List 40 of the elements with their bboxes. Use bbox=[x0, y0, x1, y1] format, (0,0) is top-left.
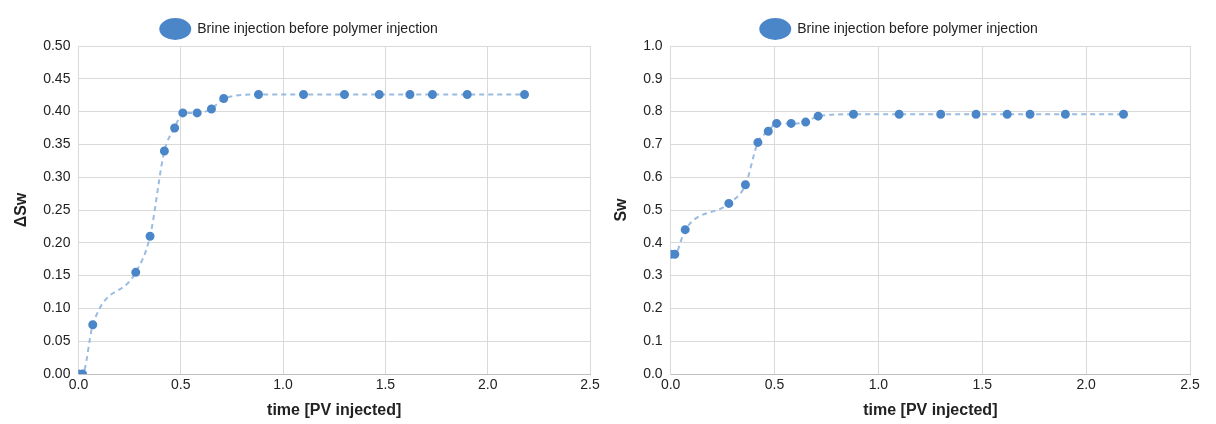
y-tick-label: 1.0 bbox=[643, 36, 663, 53]
y-tick-label: 0.00 bbox=[43, 364, 71, 381]
legend-label: Brine injection before polymer injection bbox=[797, 19, 1038, 36]
x-tick-label: 2.5 bbox=[580, 376, 600, 393]
x-tick-label: 0.0 bbox=[660, 376, 681, 393]
y-tick-label: 0.45 bbox=[43, 69, 71, 86]
y-tick-label: 0.7 bbox=[643, 135, 663, 152]
legend-label: Brine injection before polymer injection bbox=[197, 19, 438, 36]
y-tick-label: 0.4 bbox=[643, 233, 663, 250]
x-tick-label: 2.5 bbox=[1180, 376, 1200, 393]
x-tick-label: 1.5 bbox=[972, 376, 993, 393]
y-tick-label: 0.10 bbox=[43, 299, 71, 316]
y-tick-label: 0.50 bbox=[43, 36, 71, 53]
x-tick-label: 2.0 bbox=[477, 376, 498, 393]
y-tick-label: 0.35 bbox=[43, 135, 71, 152]
x-tick-label: 0.5 bbox=[764, 376, 785, 393]
y-tick-label: 0.6 bbox=[643, 168, 663, 185]
x-tick-label: 0.5 bbox=[171, 376, 191, 393]
y-tick-label: 0.15 bbox=[43, 266, 71, 283]
y-tick-label: 0.8 bbox=[643, 102, 663, 119]
x-axis-title: time [PV injected] bbox=[863, 400, 998, 418]
y-tick-label: 0.20 bbox=[43, 233, 71, 250]
y-axis-title: Sw bbox=[612, 197, 630, 222]
y-tick-label: 0.30 bbox=[43, 168, 71, 185]
x-tick-label: 0.0 bbox=[68, 376, 89, 393]
y-tick-label: 0.25 bbox=[43, 200, 71, 217]
y-tick-label: 0.9 bbox=[643, 69, 663, 86]
y-tick-label: 0.3 bbox=[643, 266, 663, 283]
y-tick-label: 0.05 bbox=[43, 332, 71, 349]
x-tick-label: 1.5 bbox=[375, 376, 396, 393]
x-tick-label: 1.0 bbox=[273, 376, 294, 393]
x-tick-label: 1.0 bbox=[868, 376, 889, 393]
x-tick-label: 2.0 bbox=[1076, 376, 1097, 393]
y-tick-label: 0.1 bbox=[643, 332, 663, 349]
y-tick-label: 0.5 bbox=[643, 200, 663, 217]
y-tick-label: 0.40 bbox=[43, 102, 71, 119]
y-tick-label: 0.0 bbox=[643, 364, 663, 381]
y-tick-label: 0.2 bbox=[643, 299, 663, 316]
y-axis-title: ΔSw bbox=[12, 192, 30, 228]
x-axis-title: time [PV injected] bbox=[267, 400, 402, 418]
